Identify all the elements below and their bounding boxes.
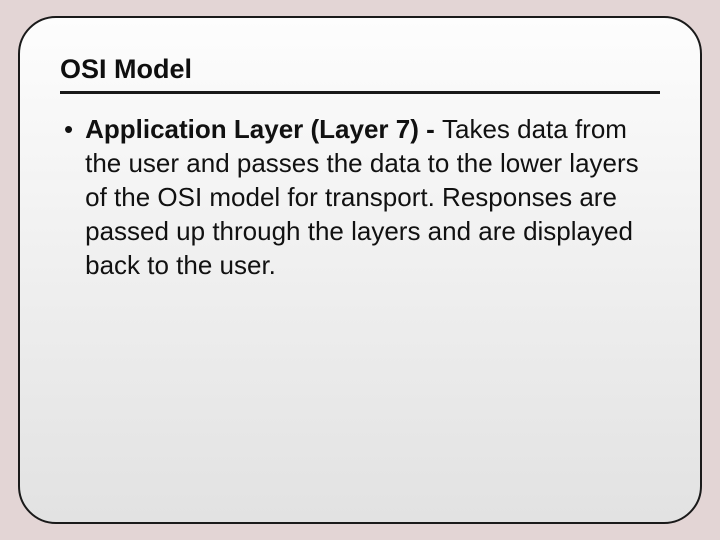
- bullet-text: Application Layer (Layer 7) - Takes data…: [85, 112, 645, 282]
- bullet-marker-icon: •: [64, 112, 73, 146]
- slide-card: OSI Model • Application Layer (Layer 7) …: [18, 16, 702, 524]
- slide-title: OSI Model: [60, 54, 660, 85]
- bullet-bold-lead: Application Layer (Layer 7) -: [85, 114, 442, 144]
- bullet-item: • Application Layer (Layer 7) - Takes da…: [60, 112, 660, 282]
- title-underline: [60, 91, 660, 94]
